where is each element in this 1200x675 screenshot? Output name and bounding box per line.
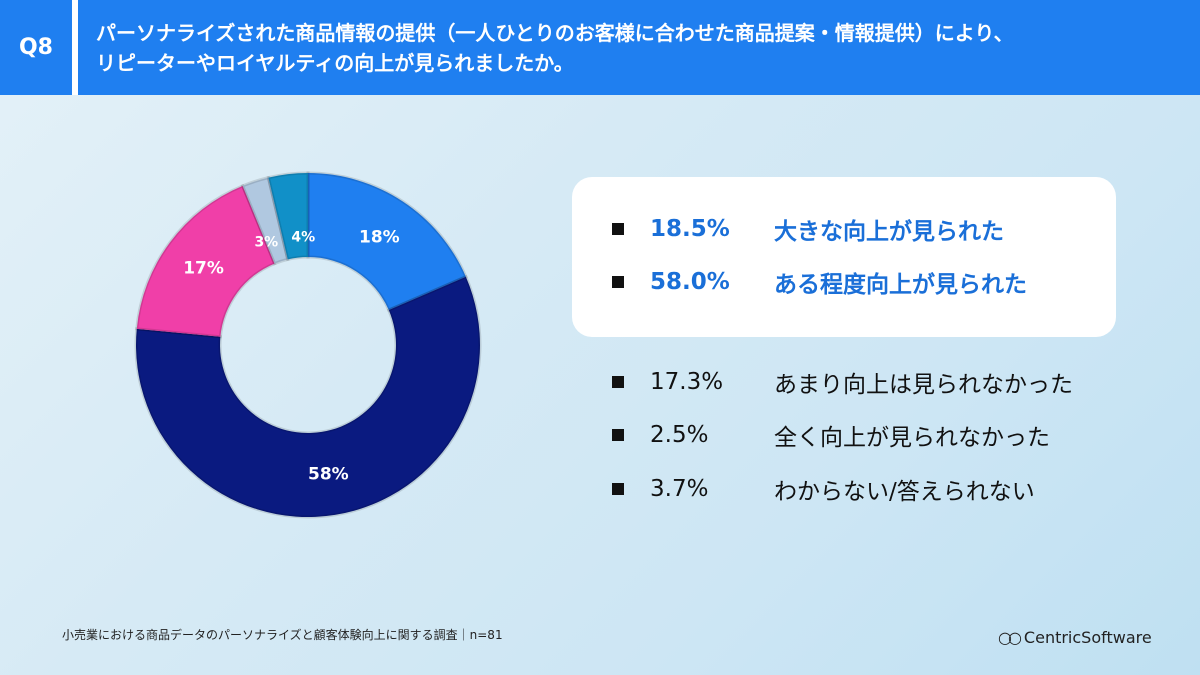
highlight-box <box>572 177 1116 337</box>
legend-value: 17.3% <box>650 369 724 395</box>
source-note: 小売業における商品データのパーソナライズと顧客体験向上に関する調査｜n=81 <box>62 628 503 642</box>
header-bar <box>0 0 1200 95</box>
logo: ○○ CentricSoftware <box>998 628 1152 647</box>
logo-text: CentricSoftware <box>1023 628 1152 647</box>
donut-slice <box>306 171 468 313</box>
legend-label: 大きな向上が見られた <box>774 219 1004 245</box>
legend-item: 18.5% 大きな向上が見られた <box>612 212 1004 246</box>
bullet-icon <box>612 223 624 235</box>
slice-label: 4% <box>291 230 315 246</box>
divider <box>72 0 78 95</box>
question-title: パーソナライズされた商品情報の提供（一人ひとりのお客様に合わせた商品提案・情報提… <box>96 18 1176 78</box>
donut-slice <box>135 183 277 339</box>
slice-label: 17% <box>183 259 224 279</box>
bullet-icon <box>612 483 624 495</box>
logo-icon: ○○ <box>998 628 1022 647</box>
legend-item: 17.3% あまり向上は見られなかった <box>612 365 1073 399</box>
title-line-1: パーソナライズされた商品情報の提供（一人ひとりのお客様に合わせた商品提案・情報提… <box>96 21 1014 45</box>
legend-item: 3.7% わからない/答えられない <box>612 472 1035 506</box>
legend-item: 58.0% ある程度向上が見られた <box>612 265 1027 299</box>
legend-value: 3.7% <box>650 476 709 502</box>
bullet-icon <box>612 429 624 441</box>
slice-label: 58% <box>308 464 349 484</box>
donut-slice <box>134 274 482 519</box>
bullet-icon <box>612 276 624 288</box>
title-line-2: リピーターやロイヤルティの向上が見られましたか。 <box>96 51 574 75</box>
legend-label: 全く向上が見られなかった <box>774 425 1050 451</box>
donut-slice <box>266 171 310 262</box>
slice-label: 3% <box>254 234 278 250</box>
legend-label: あまり向上は見られなかった <box>774 372 1073 398</box>
question-number: Q8 <box>18 35 53 60</box>
bullet-icon <box>612 376 624 388</box>
legend-value: 2.5% <box>650 422 709 448</box>
legend-item: 2.5% 全く向上が見られなかった <box>612 418 1050 452</box>
legend-value: 18.5% <box>650 216 730 242</box>
legend-label: ある程度向上が見られた <box>774 272 1027 298</box>
legend-label: わからない/答えられない <box>774 479 1035 505</box>
slice-label: 18% <box>359 227 400 247</box>
legend-value: 58.0% <box>650 269 730 295</box>
